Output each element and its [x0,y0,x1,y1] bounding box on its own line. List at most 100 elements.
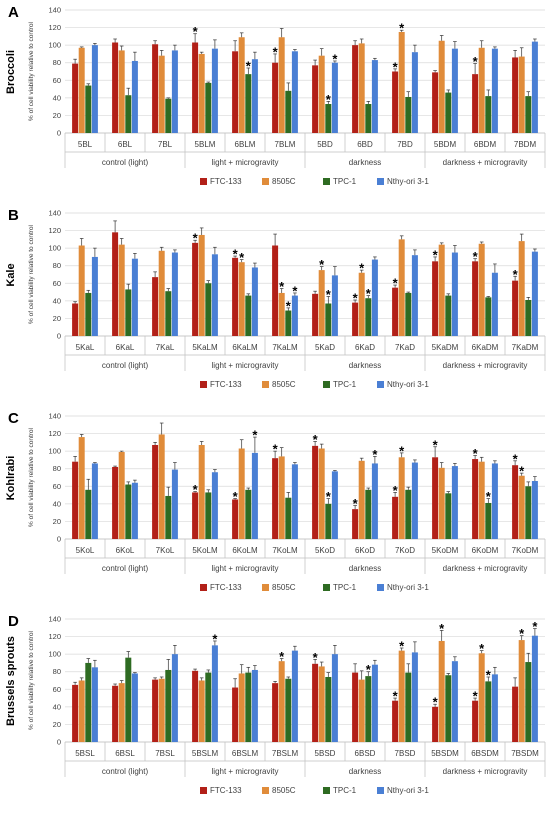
bar [78,245,85,336]
bar [158,678,165,742]
bar [131,673,138,742]
significance-marker: * [233,247,239,262]
category-label: 6BL [118,140,133,149]
group-label: darkness + microgravity [443,158,528,167]
bar [358,679,365,742]
legend-swatch [323,787,330,794]
bar [251,669,258,742]
significance-marker: * [519,626,525,641]
bar [192,670,199,742]
significance-marker: * [433,695,439,710]
y-tick-label: 40 [53,296,61,305]
legend-label: Nthy-ori 3-1 [387,380,429,389]
bar [152,444,159,539]
bar [285,497,292,539]
y-tick-label: 140 [48,6,61,15]
y-tick-label: 80 [53,464,61,473]
bar [211,472,218,539]
group-label: control (light) [102,767,149,776]
bar [312,663,319,742]
bar [285,90,292,133]
significance-marker: * [193,231,199,246]
bar [472,459,479,539]
y-tick-label: 20 [53,111,61,120]
bar [91,256,98,336]
bar [365,298,372,336]
bar [518,475,525,539]
bar [158,55,165,133]
y-tick-label: 20 [53,517,61,526]
bar [278,292,285,336]
significance-marker: * [513,451,519,466]
bar [331,471,338,539]
bar [525,299,532,336]
legend-label: 8505C [272,786,296,795]
bar [171,654,178,742]
bar [405,672,412,742]
y-tick-label: 100 [48,41,61,50]
legend-label: Nthy-ori 3-1 [387,177,429,186]
group-label: control (light) [102,158,149,167]
bar [238,448,245,539]
y-tick-label: 0 [57,129,61,138]
bar [272,458,279,539]
y-tick-label: 40 [53,499,61,508]
y-tick-label: 120 [48,632,61,641]
y-axis-label: % of cell viability relative to control [28,21,35,121]
significance-marker: * [279,649,285,664]
y-tick-label: 0 [57,535,61,544]
bar [531,635,538,742]
group-label: light + microgravity [212,564,279,573]
category-label: 7KaLM [272,343,298,352]
category-label: 7KaD [395,343,415,352]
significance-marker: * [353,290,359,305]
bar [411,462,418,539]
bar [251,267,258,336]
bar [272,683,279,742]
bar [211,645,218,742]
category-label: 7KoDM [512,546,539,555]
category-label: 5BL [78,140,93,149]
bar [432,457,439,539]
category-label: 6BDM [474,140,497,149]
panel-title: Kohlrabi [5,456,17,501]
bar [518,56,525,133]
bar [531,41,538,133]
bar [512,280,519,336]
bar [451,661,458,742]
group-label: control (light) [102,564,149,573]
significance-marker: * [473,446,479,461]
bar [72,63,79,133]
bar [131,258,138,336]
bar [245,74,252,133]
bar [485,502,492,539]
bar [358,460,365,539]
significance-marker: * [279,279,285,294]
significance-marker: * [273,44,279,59]
bar [125,657,132,742]
bar [78,680,85,742]
group-label: darkness [349,361,381,370]
bar [392,700,399,742]
bar [491,272,498,336]
significance-marker: * [359,261,365,276]
bar [171,252,178,336]
bar [278,661,285,742]
bar [445,295,452,336]
bar [118,683,125,742]
y-tick-label: 40 [53,702,61,711]
bar [371,463,378,539]
bar [238,262,245,336]
bar [398,239,405,336]
y-tick-label: 60 [53,76,61,85]
significance-marker: * [193,482,199,497]
bar [358,272,365,336]
legend-swatch [262,584,269,591]
bar [405,292,412,336]
bar [352,509,359,539]
group-label: darkness [349,564,381,573]
bar [365,104,372,133]
y-tick-label: 140 [48,209,61,218]
category-label: 7KaL [156,343,175,352]
category-label: 5BDM [434,140,457,149]
